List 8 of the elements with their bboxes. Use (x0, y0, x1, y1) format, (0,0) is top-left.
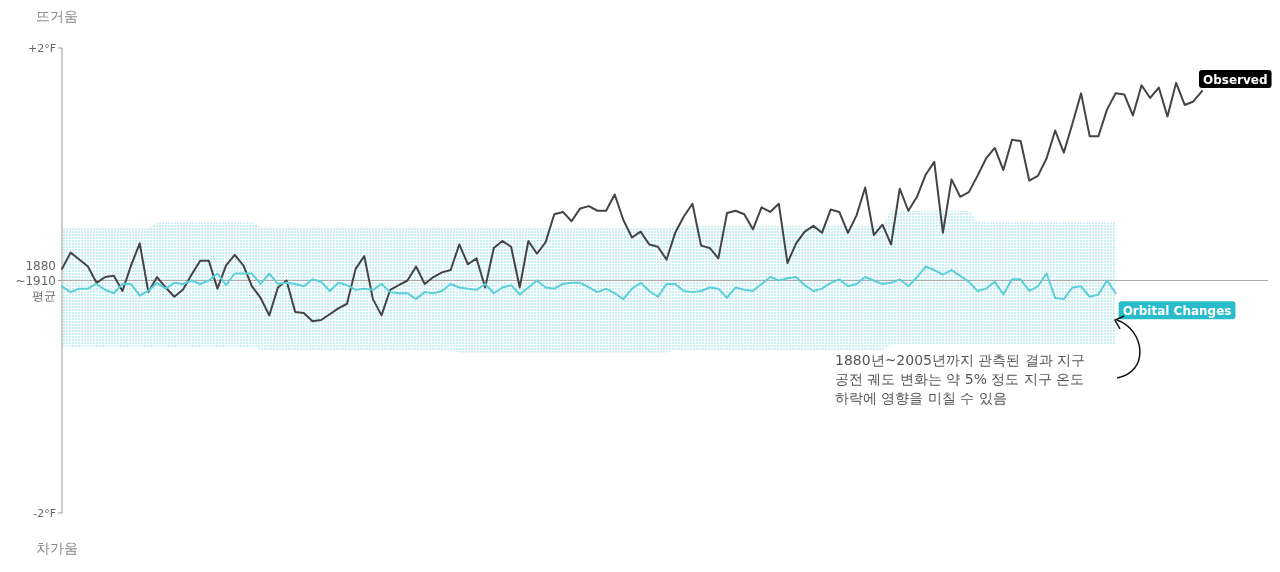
text: 차가움 (36, 540, 78, 556)
y-tick-label: -2°F (33, 507, 56, 520)
text: 뜨거움 (36, 8, 78, 24)
y-tick-label: 1880 ~1910 평균 (15, 258, 56, 303)
series-label: Orbital Changes (1122, 303, 1232, 318)
y-tick-label: +2°F (27, 42, 56, 55)
series-label: Observed (1203, 72, 1268, 87)
annotation: 1880년~2005년까지 관측된 결과 지구 공전 궤도 변화는 약 5% 정도 지구 온도 하락에 영향을 미칠 수 있음 (835, 352, 1086, 406)
